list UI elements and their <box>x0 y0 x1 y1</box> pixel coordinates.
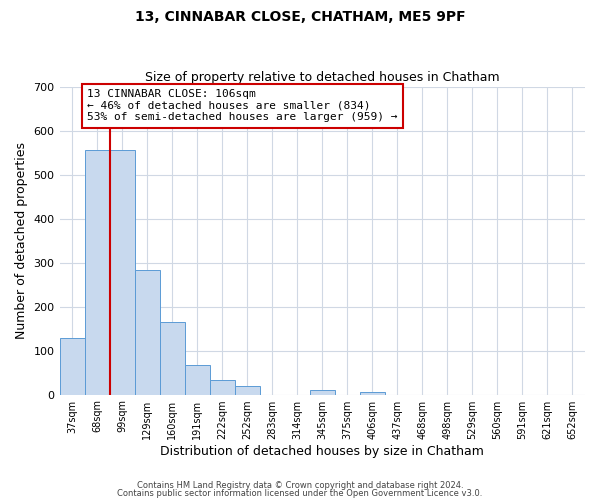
Text: Contains HM Land Registry data © Crown copyright and database right 2024.: Contains HM Land Registry data © Crown c… <box>137 481 463 490</box>
Bar <box>235 386 260 394</box>
Y-axis label: Number of detached properties: Number of detached properties <box>15 142 28 340</box>
Bar <box>160 322 185 394</box>
Bar <box>134 270 160 394</box>
Title: Size of property relative to detached houses in Chatham: Size of property relative to detached ho… <box>145 72 500 85</box>
Bar <box>360 392 385 394</box>
X-axis label: Distribution of detached houses by size in Chatham: Distribution of detached houses by size … <box>160 444 484 458</box>
Bar <box>110 150 134 394</box>
Bar <box>59 338 85 394</box>
Bar <box>310 390 335 394</box>
Text: Contains public sector information licensed under the Open Government Licence v3: Contains public sector information licen… <box>118 488 482 498</box>
Bar <box>209 380 235 394</box>
Text: 13 CINNABAR CLOSE: 106sqm
← 46% of detached houses are smaller (834)
53% of semi: 13 CINNABAR CLOSE: 106sqm ← 46% of detac… <box>87 90 398 122</box>
Text: 13, CINNABAR CLOSE, CHATHAM, ME5 9PF: 13, CINNABAR CLOSE, CHATHAM, ME5 9PF <box>134 10 466 24</box>
Bar <box>85 150 110 394</box>
Bar <box>185 364 209 394</box>
